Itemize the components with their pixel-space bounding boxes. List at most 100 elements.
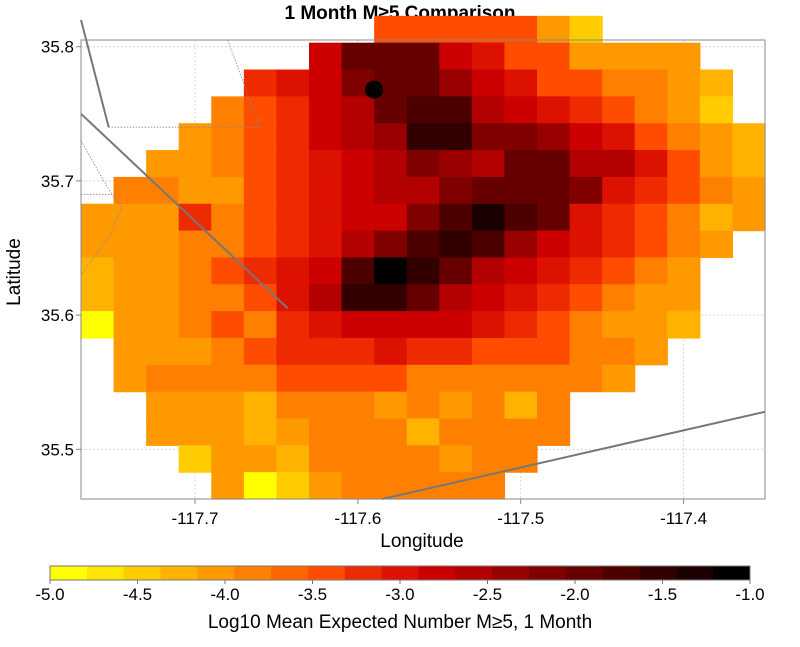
colorbar-swatch-2 — [123, 566, 162, 580]
colorbar-swatch-11 — [455, 566, 493, 580]
heatmap-cell-r1-c7 — [309, 42, 343, 71]
heatmap-cell-r13-c5 — [243, 364, 278, 393]
heatmap-cell-r5-c13 — [504, 150, 538, 178]
heatmap-cell-r7-c5 — [243, 203, 278, 232]
heatmap-cell-r14-c4 — [211, 391, 245, 420]
heatmap-cell-r5-c11 — [439, 150, 473, 178]
colorbar-ticks: -5.0 -4.5 -4.0 -3.5 -3.0 -2.5 -2.0 -1.5 -1.0 — [35, 580, 765, 604]
heatmap-cell-r9-c17 — [634, 257, 668, 285]
heatmap-cell-r12-c1 — [113, 337, 147, 366]
heatmap-cell-r12-c16 — [602, 337, 636, 366]
heatmap-cell-r1-c8 — [341, 42, 375, 71]
heatmap-cell-r5-c6 — [276, 150, 310, 178]
colorbar-swatch-4 — [197, 566, 235, 580]
heatmap-cell-r9-c4 — [211, 257, 245, 285]
heatmap-cell-r9-c6 — [276, 257, 310, 285]
heatmap-cell-r15-c12 — [471, 418, 506, 446]
heatmap-cell-r0-c10 — [406, 15, 440, 44]
heatmap-cell-r13-c7 — [309, 364, 343, 393]
heatmap-cell-r6-c5 — [243, 176, 278, 205]
heatmap-cell-r9-c1 — [113, 257, 147, 285]
heatmap-cell-r16-c12 — [471, 445, 506, 473]
heatmap-cell-r11-c5 — [243, 311, 278, 339]
heatmap-cell-r7-c0 — [81, 203, 115, 232]
heatmap-cell-r6-c4 — [211, 176, 245, 205]
heatmap-cell-r6-c13 — [504, 176, 538, 205]
heatmap-cell-r16-c8 — [341, 445, 375, 473]
heatmap-cell-r4-c10 — [406, 123, 440, 151]
heatmap-cell-r12-c15 — [569, 337, 603, 366]
heatmap-cell-r12-c12 — [471, 337, 506, 366]
heatmap-cell-r16-c13 — [504, 445, 538, 473]
heatmap-cell-r9-c10 — [406, 257, 440, 285]
heatmap-cell-r17-c10 — [406, 472, 440, 500]
heatmap-cell-r12-c14 — [537, 337, 571, 366]
heatmap-cell-r14-c11 — [439, 391, 473, 420]
heatmap-cell-r0-c13 — [504, 15, 538, 44]
heatmap-cell-r3-c15 — [569, 96, 603, 124]
colorbar-swatch-17 — [676, 566, 714, 580]
heatmap-cell-r12-c3 — [178, 337, 212, 366]
heatmap-cell-r6-c14 — [537, 176, 571, 205]
heatmap-cell-r14-c8 — [341, 391, 375, 420]
colorbar-swatch-3 — [160, 566, 198, 580]
heatmap-cell-r17-c4 — [211, 472, 245, 500]
map-fault-2 — [80, 19, 110, 128]
heatmap-cell-r12-c2 — [146, 337, 180, 366]
heatmap-cell-r11-c0 — [81, 311, 115, 339]
heatmap-cell-r10-c13 — [504, 284, 538, 312]
heatmap-cell-r5-c3 — [178, 150, 212, 178]
x-tick-label-1: -117.6 — [334, 509, 381, 528]
heatmap-cell-r10-c1 — [113, 284, 147, 312]
map-boundary-3 — [80, 140, 113, 195]
heatmap-cell-r12-c11 — [439, 337, 473, 366]
heatmap-cell-r15-c4 — [211, 418, 245, 446]
heatmap-cell-r10-c5 — [243, 284, 278, 312]
heatmap-cell-r8-c12 — [471, 230, 506, 259]
heatmap-cell-r4-c19 — [699, 123, 734, 151]
heatmap-cell-r10-c17 — [634, 284, 668, 312]
heatmap-cell-r15-c11 — [439, 418, 473, 446]
heatmap-cell-r2-c14 — [537, 69, 571, 97]
heatmap-cell-r2-c19 — [699, 69, 734, 97]
x-tick-label-0: -117.7 — [172, 509, 219, 528]
heatmap-cell-r10-c4 — [211, 284, 245, 312]
heatmap-cell-r3-c19 — [699, 96, 734, 124]
heatmap-cell-r17-c11 — [439, 472, 473, 500]
heatmap-cell-r2-c16 — [602, 69, 636, 97]
heatmap-cell-r1-c17 — [634, 42, 668, 71]
heatmap-cell-r5-c4 — [211, 150, 245, 178]
heatmap-cell-r4-c3 — [178, 123, 212, 151]
heatmap-cell-r0-c12 — [471, 15, 506, 44]
heatmap-cell-r6-c15 — [569, 176, 603, 205]
heatmap-cell-r9-c14 — [537, 257, 571, 285]
heatmap-cell-r11-c17 — [634, 311, 668, 339]
map-fault-3 — [382, 410, 766, 500]
heatmap-cell-r7-c17 — [634, 203, 668, 232]
heatmap-cell-r7-c16 — [602, 203, 636, 232]
heatmap-cell-r1-c11 — [439, 42, 473, 71]
heatmap-cell-r9-c7 — [309, 257, 343, 285]
heatmap-cell-r7-c14 — [537, 203, 571, 232]
heatmap-cell-r10-c3 — [178, 284, 212, 312]
heatmap-cell-r11-c14 — [537, 311, 571, 339]
colorbar — [49, 565, 751, 581]
heatmap-cell-r14-c7 — [309, 391, 343, 420]
heatmap-cell-r7-c12 — [471, 203, 506, 232]
heatmap-cell-r14-c10 — [406, 391, 440, 420]
heatmap-cell-r12-c8 — [341, 337, 375, 366]
heatmap-cell-r15-c2 — [146, 418, 180, 446]
heatmap-cell-r10-c12 — [471, 284, 506, 312]
y-tick-label-2: 35.7 — [41, 172, 74, 191]
heatmap-cell-r15-c14 — [537, 418, 571, 446]
heatmap-cell-r3-c7 — [309, 96, 343, 124]
heatmap-cell-r9-c16 — [602, 257, 636, 285]
heatmap-cell-r1-c12 — [471, 42, 506, 71]
heatmap-cell-r17-c5 — [243, 472, 278, 500]
heatmap-cell-r11-c12 — [471, 311, 506, 339]
heatmap-cell-r5-c8 — [341, 150, 375, 178]
heatmap-cell-r5-c18 — [667, 150, 701, 178]
heatmap-cell-r13-c13 — [504, 364, 538, 393]
heatmap-cell-r10-c11 — [439, 284, 473, 312]
